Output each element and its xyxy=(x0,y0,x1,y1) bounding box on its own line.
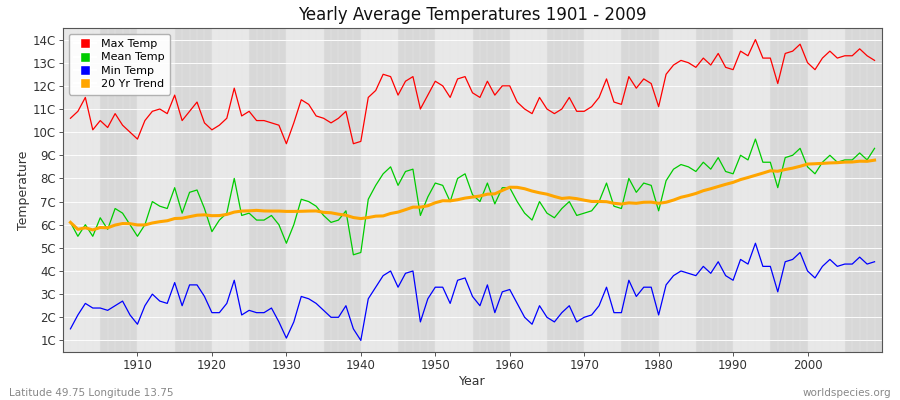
Bar xyxy=(361,28,398,352)
Bar xyxy=(584,28,621,352)
X-axis label: Year: Year xyxy=(459,375,486,388)
Title: Yearly Average Temperatures 1901 - 2009: Yearly Average Temperatures 1901 - 2009 xyxy=(298,6,647,24)
Bar xyxy=(212,28,249,352)
Bar xyxy=(138,28,175,352)
Bar xyxy=(286,28,324,352)
Text: Latitude 49.75 Longitude 13.75: Latitude 49.75 Longitude 13.75 xyxy=(9,388,174,398)
Bar xyxy=(436,28,472,352)
Text: worldspecies.org: worldspecies.org xyxy=(803,388,891,398)
Bar xyxy=(509,28,547,352)
Legend: Max Temp, Mean Temp, Min Temp, 20 Yr Trend: Max Temp, Mean Temp, Min Temp, 20 Yr Tre… xyxy=(68,34,170,95)
Y-axis label: Temperature: Temperature xyxy=(17,150,30,230)
Bar xyxy=(659,28,696,352)
Bar xyxy=(807,28,845,352)
Bar xyxy=(63,28,100,352)
Bar xyxy=(734,28,770,352)
